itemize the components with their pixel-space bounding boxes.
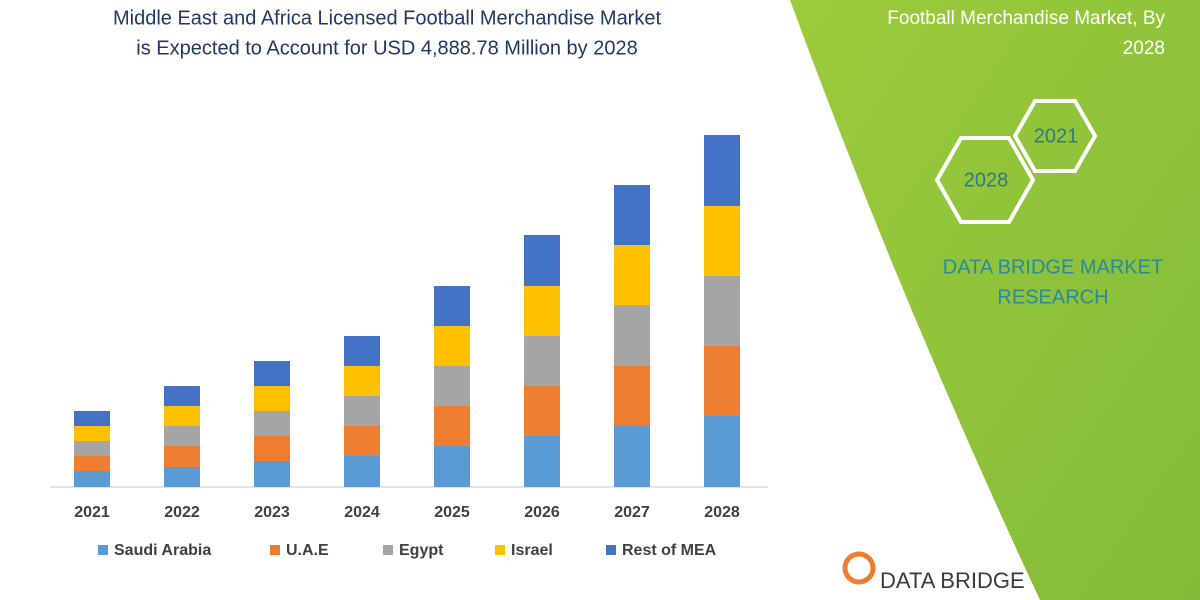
legend-swatch bbox=[495, 545, 505, 555]
bar-segment bbox=[524, 235, 560, 286]
footer-logo: DATA BRIDGE bbox=[880, 568, 1025, 593]
bar-segment bbox=[704, 276, 740, 346]
bar-segment bbox=[164, 386, 200, 406]
bar-segment bbox=[254, 461, 290, 487]
bar-segment bbox=[704, 135, 740, 206]
bar-segment bbox=[74, 426, 110, 441]
bar-segment bbox=[74, 456, 110, 471]
bar-segment bbox=[254, 411, 290, 436]
legend-label: Saudi Arabia bbox=[114, 542, 211, 559]
bar-segment bbox=[614, 245, 650, 305]
brand: RESEARCH bbox=[997, 286, 1108, 308]
bar-segment bbox=[74, 411, 110, 426]
bar-segment bbox=[434, 446, 470, 487]
bar-segment bbox=[254, 436, 290, 461]
bar-segment bbox=[704, 206, 740, 276]
legend-label: Israel bbox=[511, 542, 553, 559]
side-panel bbox=[790, 0, 1200, 600]
bar-segment bbox=[344, 366, 380, 396]
bar-segment bbox=[74, 441, 110, 456]
hexagon bbox=[934, 136, 1036, 224]
bar-segment bbox=[614, 426, 650, 487]
bar-segment bbox=[524, 286, 560, 336]
bar-segment bbox=[74, 471, 110, 487]
logo-icon bbox=[842, 551, 876, 585]
bar-segment bbox=[524, 336, 560, 386]
bar-segment bbox=[524, 386, 560, 436]
bar-segment bbox=[434, 366, 470, 406]
bar-segment bbox=[344, 336, 380, 366]
hexagon-label: 2021 bbox=[1034, 125, 1079, 147]
hexagon-label: 2028 bbox=[964, 169, 1009, 191]
bar-segment bbox=[344, 456, 380, 487]
bar-segment bbox=[164, 467, 200, 487]
bar-segment bbox=[164, 446, 200, 467]
side-title: Football Merchandise Market, By bbox=[887, 8, 1165, 29]
legend-swatch bbox=[606, 545, 616, 555]
bar-segment bbox=[704, 346, 740, 416]
x-tick-label: 2027 bbox=[614, 504, 650, 521]
x-tick-label: 2026 bbox=[524, 504, 560, 521]
bar-segment bbox=[344, 426, 380, 456]
bar-segment bbox=[254, 386, 290, 411]
bar-segment bbox=[524, 436, 560, 487]
x-tick-label: 2022 bbox=[164, 504, 200, 521]
bar-segment bbox=[164, 426, 200, 446]
hexagon bbox=[1012, 99, 1098, 173]
chart-title: is Expected to Account for USD 4,888.78 … bbox=[136, 37, 637, 59]
bar-segment bbox=[254, 361, 290, 386]
bar-segment bbox=[614, 305, 650, 366]
x-tick-label: 2024 bbox=[344, 504, 380, 521]
x-tick-label: 2023 bbox=[254, 504, 290, 521]
legend-label: Rest of MEA bbox=[622, 542, 717, 559]
legend-label: U.A.E bbox=[286, 542, 329, 559]
legend-swatch bbox=[270, 545, 280, 555]
legend-swatch bbox=[383, 545, 393, 555]
x-tick-label: 2021 bbox=[74, 504, 110, 521]
legend-swatch bbox=[98, 545, 108, 555]
x-tick-label: 2025 bbox=[434, 504, 470, 521]
bar-segment bbox=[434, 406, 470, 446]
bar-segment bbox=[614, 185, 650, 245]
side-title: 2028 bbox=[1123, 38, 1165, 59]
legend-label: Egypt bbox=[399, 542, 444, 559]
bar-segment bbox=[164, 406, 200, 426]
brand: DATA BRIDGE MARKET bbox=[943, 256, 1163, 278]
chart-title: Middle East and Africa Licensed Football… bbox=[113, 7, 662, 29]
bar-segment bbox=[704, 416, 740, 487]
bar-segment bbox=[614, 366, 650, 426]
bar-segment bbox=[434, 286, 470, 326]
x-tick-label: 2028 bbox=[704, 504, 740, 521]
bar-segment bbox=[344, 396, 380, 426]
bar-segment bbox=[434, 326, 470, 366]
